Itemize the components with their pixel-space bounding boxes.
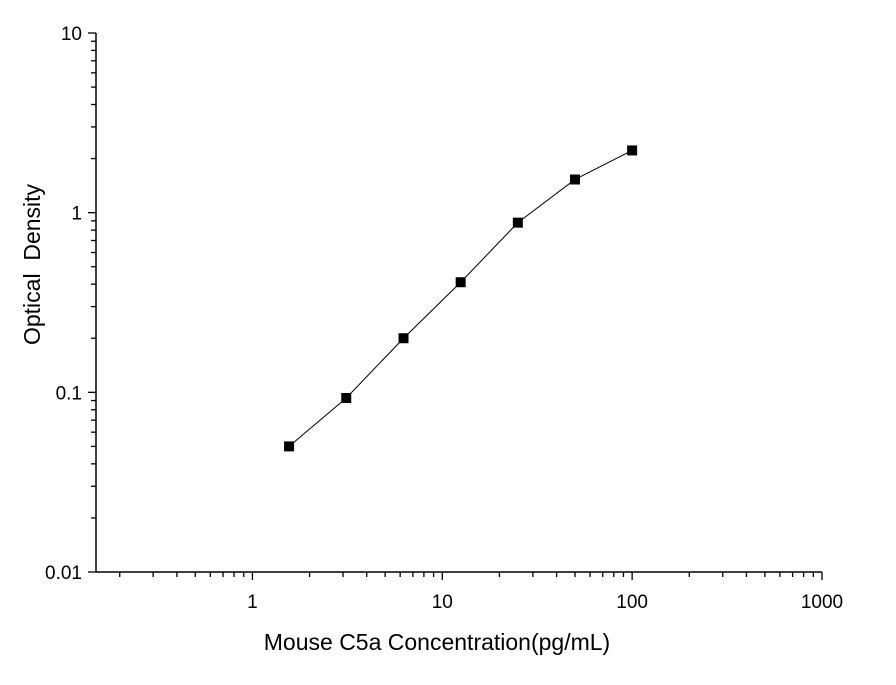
axes: 1 10 100 1000 0.01 0.1 1 10 (45, 24, 843, 613)
x-axis-title: Mouse C5a Concentration(pg/mL) (264, 629, 610, 655)
data-point (284, 441, 295, 452)
x-tick-label: 100 (616, 592, 648, 613)
y-axis-title: Optical Density (19, 183, 45, 345)
y-tick-label: 10 (61, 24, 82, 45)
data-point (341, 392, 352, 403)
data-point (455, 277, 466, 288)
data-point (569, 174, 580, 185)
x-tick-label: 10 (432, 592, 453, 613)
x-tick-label: 1 (247, 592, 258, 613)
x-tick-label: 1000 (801, 592, 843, 613)
y-tick-label: 1 (71, 204, 82, 225)
series-line (288, 149, 633, 447)
data-point (627, 145, 638, 156)
plot-area (284, 145, 638, 452)
data-point (512, 217, 523, 228)
data-point (398, 333, 409, 344)
y-tick-label: 0.1 (56, 383, 82, 404)
y-tick-label: 0.01 (45, 563, 82, 584)
